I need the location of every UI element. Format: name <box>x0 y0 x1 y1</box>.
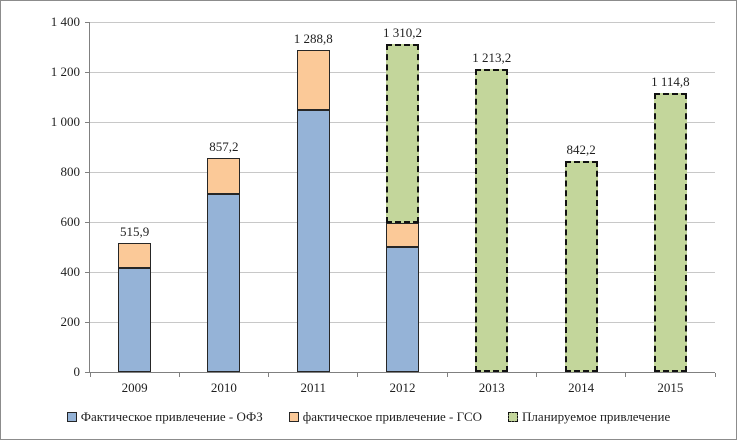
bar-segment-2013 <box>475 68 509 372</box>
legend-marker-gso-icon <box>288 412 299 422</box>
x-tick <box>357 373 359 377</box>
bar-segment-2012 <box>386 247 419 372</box>
y-tick <box>85 122 89 123</box>
y-tick-label: 0 <box>73 364 81 379</box>
legend-label: фактическое привлечение - ГСО <box>302 409 483 424</box>
y-tick <box>85 22 89 23</box>
legend-marker-planned-icon <box>508 412 519 422</box>
bar-value-label: 857,2 <box>209 138 239 154</box>
x-tick-label: 2012 <box>389 380 416 395</box>
y-tick-label: 200 <box>60 314 81 329</box>
y-tick-label: 1 000 <box>50 114 80 129</box>
x-tick <box>268 373 270 377</box>
y-tick <box>85 222 89 223</box>
y-tick-label: 800 <box>60 164 81 179</box>
y-tick <box>85 272 89 273</box>
bar-segment-2009 <box>118 243 152 269</box>
bar-segment-2010 <box>207 157 241 194</box>
bar-value-label: 515,9 <box>120 224 150 240</box>
bar-value-label: 1 213,2 <box>472 49 512 65</box>
bar-segment-2012 <box>386 223 419 247</box>
x-tick <box>625 373 627 377</box>
legend-item: Планируемое привлечение <box>508 409 670 425</box>
y-tick-label: 1 400 <box>50 14 80 29</box>
y-tick <box>85 372 89 373</box>
x-tick-label: 2010 <box>210 380 237 395</box>
x-tick <box>178 373 180 377</box>
legend-item: фактическое привлечение - ГСО <box>288 409 483 425</box>
plot-area: 1 400 1 200 1 000 800 600 400 200 0 515,9 2009 857… <box>51 14 716 395</box>
bar-value-label: 1 114,8 <box>651 74 690 90</box>
legend: Фактическое привлечение - ОФЗ фактическое… <box>1 405 736 429</box>
legend-marker-ofz-icon <box>66 412 77 422</box>
x-tick-label: 2011 <box>300 380 326 395</box>
bar-value-label: 842,2 <box>566 142 596 158</box>
x-tick <box>714 373 716 377</box>
x-tick <box>535 373 537 377</box>
bar-value-label: 1 310,2 <box>383 25 422 41</box>
x-tick-label: 2014 <box>568 380 595 395</box>
bar-segment-2011 <box>296 49 330 110</box>
y-tick-label: 400 <box>60 264 81 279</box>
bar-segment-2012 <box>386 44 419 224</box>
legend-item: Фактическое привлечение - ОФЗ <box>66 409 263 425</box>
x-tick-label: 2009 <box>121 380 148 395</box>
bar-value-label: 1 288,8 <box>293 30 333 46</box>
legend-label: Фактическое привлечение - ОФЗ <box>80 409 263 424</box>
y-tick <box>85 172 89 173</box>
bar-segment-2010 <box>207 194 241 372</box>
y-tick-label: 600 <box>60 214 81 229</box>
x-tick <box>446 373 448 377</box>
bar-segment-2011 <box>296 109 330 372</box>
y-tick <box>85 322 89 323</box>
x-tick-label: 2013 <box>478 380 505 395</box>
legend-label: Планируемое привлечение <box>522 409 671 424</box>
y-tick-label: 1 200 <box>50 64 80 79</box>
bar-segment-2015 <box>653 93 687 372</box>
x-tick-label: 2015 <box>657 380 684 395</box>
bar-segment-2009 <box>118 268 152 372</box>
y-tick <box>85 72 89 73</box>
x-tick <box>89 373 91 377</box>
bar-segment-2014 <box>564 161 598 372</box>
gridline <box>90 21 715 23</box>
